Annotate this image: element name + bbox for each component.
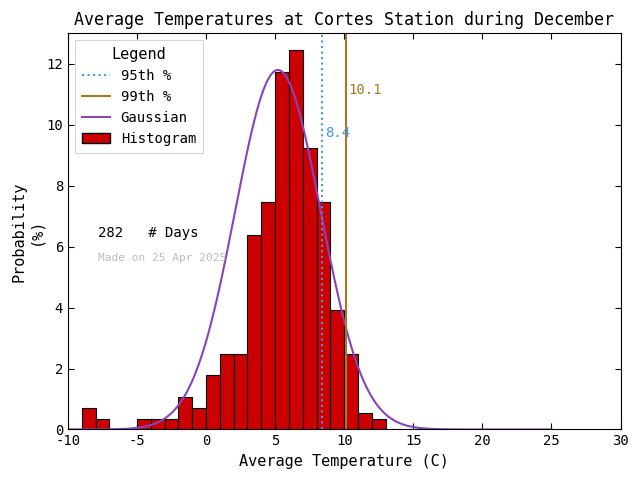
Title: Average Temperatures at Cortes Station during December: Average Temperatures at Cortes Station d… (74, 11, 614, 29)
Bar (289, 50, 303, 430)
Bar (206, 375, 220, 430)
Text: 10.1: 10.1 (348, 84, 382, 97)
Bar (192, 408, 206, 430)
Bar (248, 235, 261, 430)
Bar (82, 408, 95, 430)
Bar (303, 148, 317, 430)
Text: 282   # Days: 282 # Days (99, 227, 199, 240)
Bar (220, 354, 234, 430)
Bar (151, 419, 164, 430)
Bar (358, 413, 372, 430)
Bar (137, 419, 151, 430)
Text: Made on 25 Apr 2025: Made on 25 Apr 2025 (99, 253, 227, 263)
Bar (261, 202, 275, 430)
Bar (164, 419, 179, 430)
Bar (234, 354, 248, 430)
X-axis label: Average Temperature (C): Average Temperature (C) (239, 454, 449, 469)
Y-axis label: Probability
(%): Probability (%) (11, 181, 44, 282)
Bar (317, 202, 330, 430)
Legend: 95th %, 99th %, Gaussian, Histogram: 95th %, 99th %, Gaussian, Histogram (75, 40, 203, 153)
Bar (275, 72, 289, 430)
Bar (372, 419, 386, 430)
Bar (179, 397, 192, 430)
Text: 8.4: 8.4 (325, 126, 350, 140)
Bar (95, 419, 109, 430)
Bar (330, 311, 344, 430)
Bar (344, 354, 358, 430)
